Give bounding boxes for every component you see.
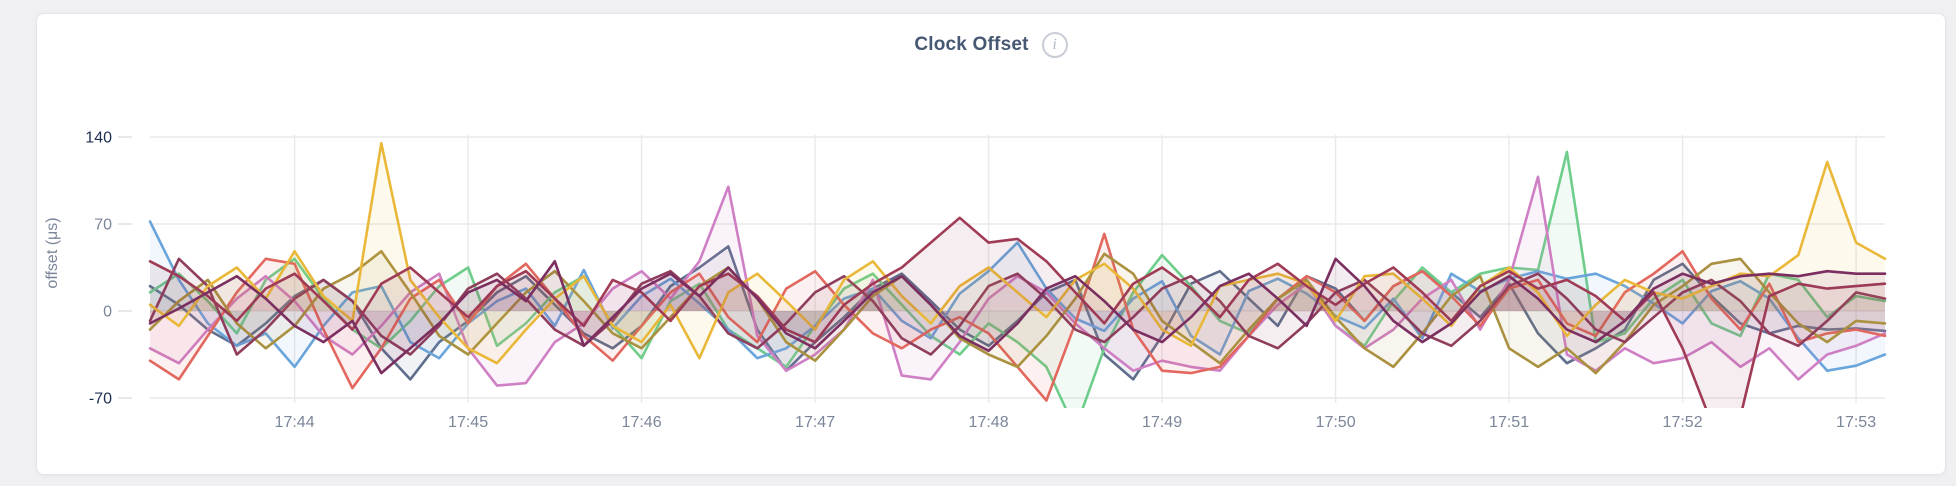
series-area-orchid [150,176,1885,386]
y-tick-label: 140 [85,130,112,147]
chart-title: Clock Offset [914,34,1029,55]
info-icon-glyph: i [1052,36,1057,53]
x-tick-label: 17:45 [448,414,488,431]
series-group [148,141,1887,408]
series-area-maroon [150,258,1885,355]
x-tick-label: 17:47 [795,414,835,431]
series-line-olive [148,250,1887,375]
chart-grid [150,135,1885,403]
chart-header: Clock Offset i [37,32,1945,58]
y-tick-label: 70 [94,217,112,234]
series-line-maroon [148,257,1887,356]
x-tick-label: 17:51 [1489,414,1529,431]
y-axis-title: offset (μs) [44,217,61,288]
x-axis: 17:44 17:45 17:46 17:47 17:48 17:49 17:50 17:51… [275,414,1877,431]
x-tick-label: 17:52 [1663,414,1703,431]
series-area-slate [150,246,1885,380]
x-tick-label: 17:49 [1142,414,1182,431]
series-area-gold [150,143,1885,364]
x-tick-label: 17:53 [1836,414,1876,431]
x-tick-label: 17:46 [622,414,662,431]
x-tick-label: 17:44 [275,414,315,431]
series-area-olive [150,251,1885,374]
series-line-wine [148,216,1887,408]
series-line-plum [148,257,1887,375]
series-area-blue [150,221,1885,371]
x-tick-label: 17:50 [1316,414,1356,431]
y-tick-label: 0 [103,304,112,321]
y-axis: 140 70 0 -70 offset (μs) [44,130,132,408]
y-tick-label: -70 [89,391,112,408]
series-line-gold [148,141,1887,365]
chart-plot-area[interactable] [150,135,1885,403]
series-line-blue [148,220,1887,372]
series-line-slate [148,245,1887,381]
series-area-coral [150,233,1885,401]
series-line-orchid [148,175,1887,387]
info-icon[interactable]: i [1041,32,1068,58]
series-area-wine [150,217,1885,408]
x-tick-label: 17:48 [969,414,1009,431]
